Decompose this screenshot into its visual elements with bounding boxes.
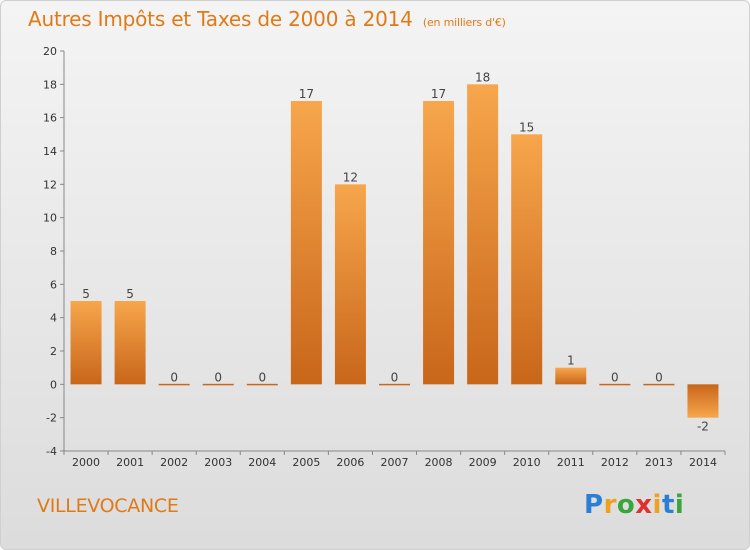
data-label: 0 <box>170 370 178 384</box>
x-tick-label: 2013 <box>645 456 673 469</box>
logo-letter: i <box>652 490 662 520</box>
bar <box>511 134 543 385</box>
bar <box>423 101 455 385</box>
data-label: 5 <box>126 287 134 301</box>
commune-name: VILLEVOCANCE <box>37 495 179 517</box>
bar <box>334 184 366 385</box>
bars <box>70 84 719 418</box>
bar <box>687 384 719 418</box>
data-label: 0 <box>258 370 266 384</box>
data-labels: 5 5 0 0 0 17 12 0 17 18 15 1 0 0 -2 <box>82 70 709 433</box>
data-label: 0 <box>391 370 399 384</box>
y-tick-label: 16 <box>43 112 57 125</box>
logo-letter: P <box>584 490 604 520</box>
logo-letter: x <box>635 490 653 520</box>
data-label: 17 <box>431 87 446 101</box>
y-tick-label: 4 <box>50 312 57 325</box>
logo-letter: t <box>661 490 675 520</box>
x-tick-label: 2006 <box>336 456 364 469</box>
x-tick-label: 2004 <box>248 456 276 469</box>
bar <box>202 383 234 386</box>
proxiti-logo[interactable]: Proxiti <box>584 490 684 520</box>
data-label: 0 <box>611 370 619 384</box>
chart-subtitle: (en milliers d'€) <box>422 16 506 29</box>
x-tick-label: 2008 <box>425 456 453 469</box>
x-tick-label: 2012 <box>601 456 629 469</box>
bar <box>246 383 278 386</box>
bar <box>599 383 631 386</box>
x-tick-label: 2010 <box>513 456 541 469</box>
chart-title-text: Autres Impôts et Taxes de 2000 à 2014 <box>28 7 413 31</box>
logo-letter: o <box>616 490 636 520</box>
logo-letter: r <box>603 490 617 520</box>
bar <box>158 383 190 386</box>
y-tick-label: 0 <box>50 378 57 391</box>
bar <box>290 101 322 385</box>
bar <box>467 84 499 385</box>
data-label: 0 <box>214 370 222 384</box>
y-tick-label: -2 <box>46 412 57 425</box>
y-tick-label: 6 <box>50 278 57 291</box>
chart-title: Autres Impôts et Taxes de 2000 à 2014 (e… <box>28 7 506 31</box>
x-tick-label: 2003 <box>204 456 232 469</box>
data-label: 0 <box>655 370 663 384</box>
data-label: 15 <box>519 120 534 134</box>
bar <box>70 301 102 385</box>
y-tick-label: 8 <box>50 245 57 258</box>
x-tick-label: 2014 <box>689 456 717 469</box>
x-tick-label: 2007 <box>381 456 409 469</box>
y-tick-label: 10 <box>43 212 57 225</box>
data-label: 18 <box>475 70 490 84</box>
bar <box>555 367 587 385</box>
x-tick-label: 2005 <box>292 456 320 469</box>
data-label: 1 <box>567 354 575 368</box>
x-tick-label: 2000 <box>72 456 100 469</box>
x-axis: 2000 2001 2002 2003 2004 2005 2006 2007 2008 2009… <box>63 450 726 469</box>
y-tick-label: -4 <box>46 445 57 458</box>
x-tick-label: 2002 <box>160 456 188 469</box>
bar <box>379 383 410 386</box>
y-axis: -4 -2 0 2 4 6 8 10 12 14 16 18 20 <box>43 45 65 458</box>
x-tick-label: 2011 <box>557 456 585 469</box>
y-tick-label: 12 <box>43 178 57 191</box>
logo-letter: i <box>674 490 685 520</box>
data-label: 5 <box>82 287 90 301</box>
bar <box>114 301 146 385</box>
x-tick-label: 2001 <box>116 456 144 469</box>
y-tick-label: 18 <box>43 78 57 91</box>
data-label: 12 <box>343 170 358 184</box>
x-tick-label: 2009 <box>469 456 497 469</box>
data-label: -2 <box>697 420 709 434</box>
bar <box>643 383 675 386</box>
y-tick-label: 2 <box>50 345 57 358</box>
y-tick-label: 20 <box>43 45 57 58</box>
y-tick-label: 14 <box>43 145 57 158</box>
data-label: 17 <box>299 87 314 101</box>
